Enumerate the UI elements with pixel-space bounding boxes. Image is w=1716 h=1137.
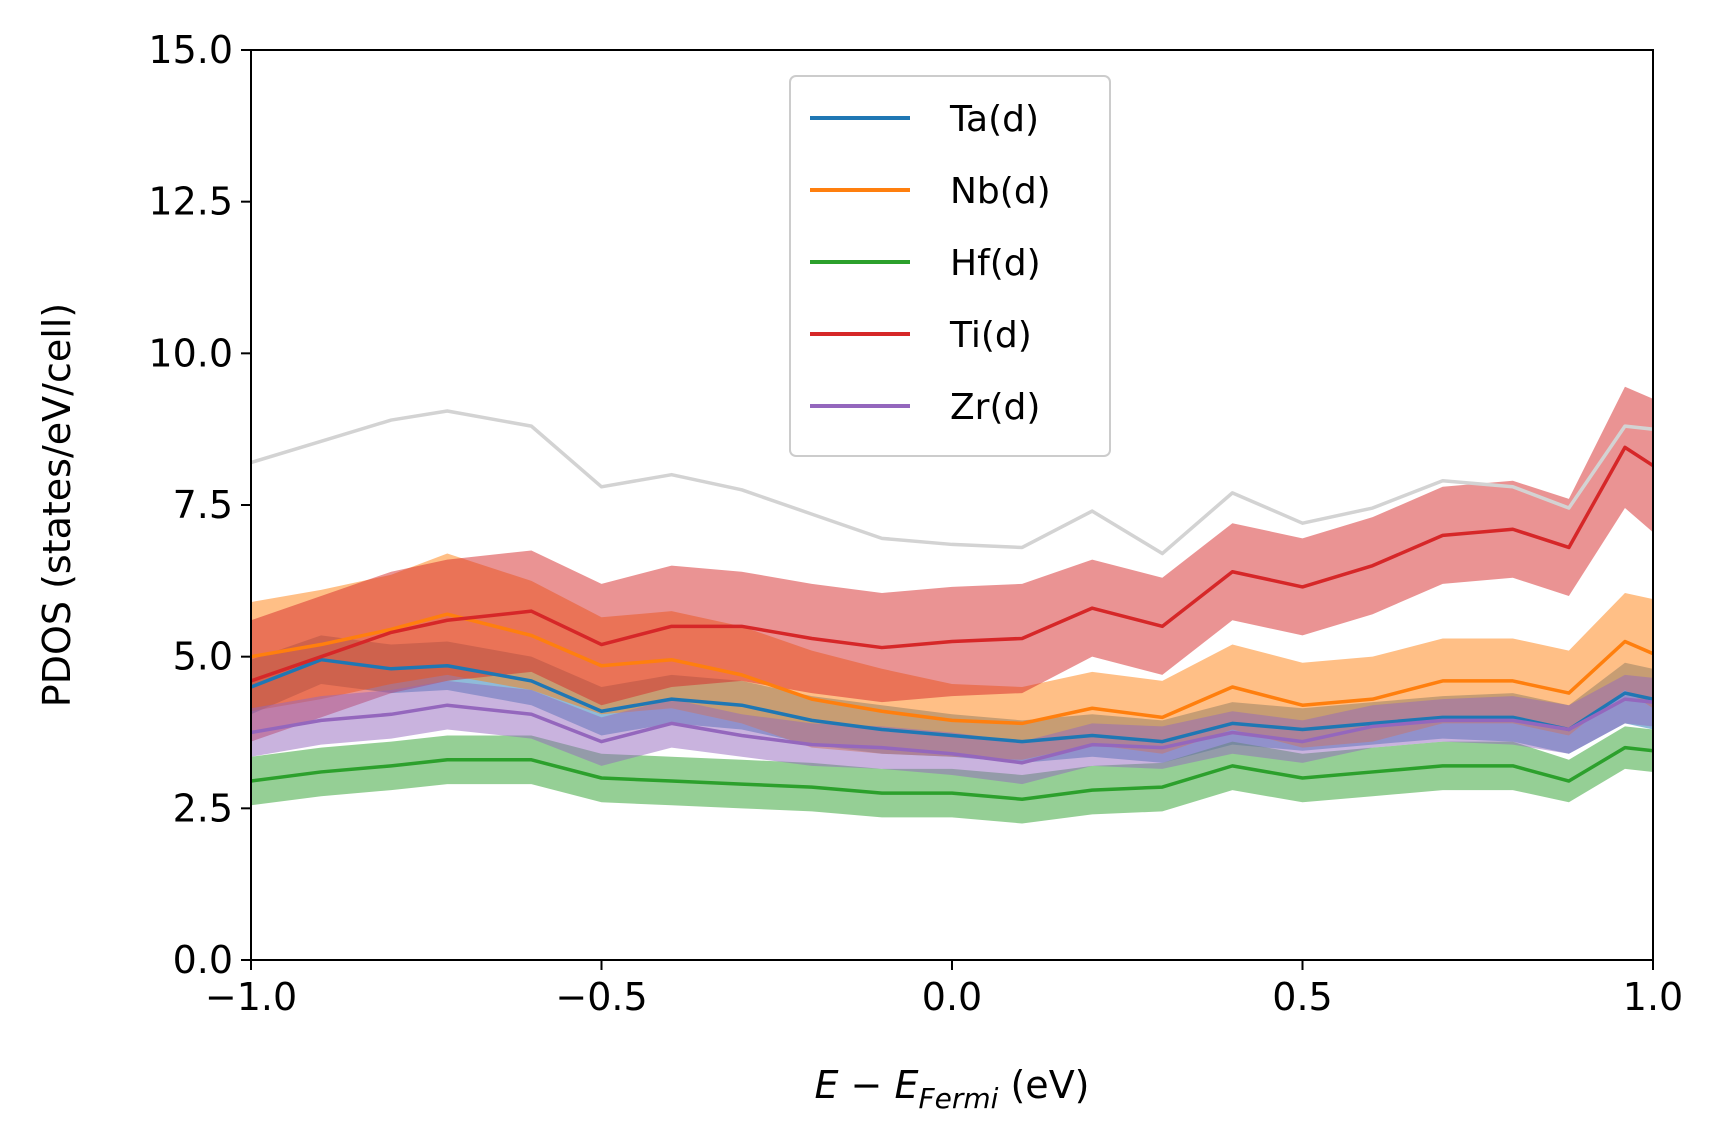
x-axis-label: E − EFermi (eV) (814, 1063, 1089, 1115)
x-tick-label: 0.5 (1272, 975, 1332, 1019)
x-axis-label-main: E − E (814, 1063, 918, 1107)
y-tick-label: 7.5 (173, 483, 233, 527)
legend-label-nb-d: Nb(d) (950, 171, 1051, 212)
x-axis-label-unit: (eV) (998, 1063, 1089, 1107)
legend-box (789, 75, 1111, 457)
ta-d-line (250, 657, 1654, 744)
y-axis-label: PDOS (states/eV/cell) (35, 303, 79, 707)
y-tick-label: 0.0 (173, 938, 233, 982)
ti-d-band (251, 386, 1653, 742)
nb-d-band (251, 553, 1653, 760)
x-tick-label: 0.0 (922, 975, 982, 1019)
legend: Ta(d) Nb(d) Hf(d) Ti(d) Zr(d) (789, 75, 1111, 457)
legend-label-zr-d: Zr(d) (950, 387, 1040, 428)
nb-d-line (250, 612, 1654, 726)
zr-d-band (251, 674, 1653, 785)
reference-line (250, 409, 1654, 556)
legend-label-ti-d: Ti(d) (949, 315, 1032, 356)
zr-d-line (250, 697, 1654, 765)
y-axis: 0.0 2.5 5.0 7.5 10.0 12.5 15.0 (148, 28, 251, 982)
y-tick-label: 12.5 (148, 180, 233, 224)
series-lines (250, 409, 1654, 801)
y-tick-label: 2.5 (173, 786, 233, 830)
x-axis-label-subscript: Fermi (919, 1082, 999, 1115)
x-axis: −1.0 −0.5 0.0 0.5 1.0 (205, 960, 1683, 1019)
y-tick-label: 5.0 (173, 635, 233, 679)
legend-label-ta-d: Ta(d) (949, 99, 1039, 140)
y-tick-label: 10.0 (148, 331, 233, 375)
y-tick-label: 15.0 (148, 28, 233, 72)
hf-d-line (250, 745, 1654, 801)
x-tick-label: 1.0 (1623, 975, 1683, 1019)
ti-d-line (250, 445, 1654, 683)
x-tick-label: −0.5 (555, 975, 647, 1019)
x-tick-label: −1.0 (205, 975, 297, 1019)
legend-label-hf-d: Hf(d) (950, 243, 1041, 284)
